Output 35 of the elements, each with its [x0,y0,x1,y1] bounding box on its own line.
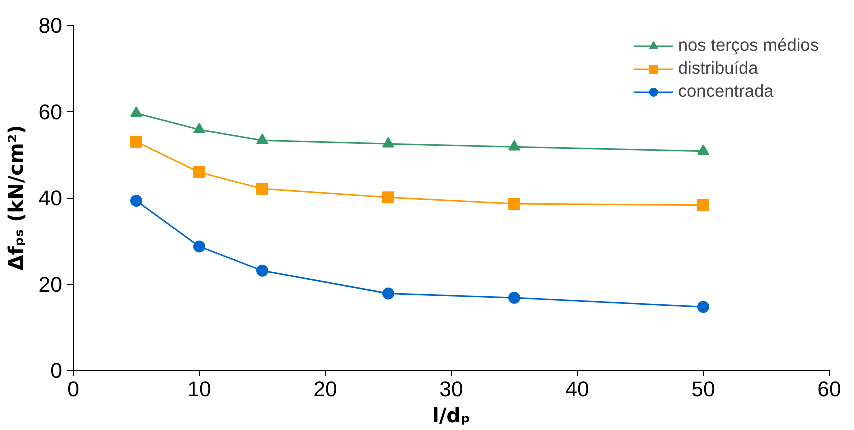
x-tick-label: 60 [818,378,842,402]
x-tick-label: 30 [440,378,464,402]
x-tick-label: 50 [692,378,716,402]
y-tick-label: 20 [38,272,63,297]
x-tick-label: 20 [314,378,338,402]
legend-label: distribuída [678,58,758,79]
point [256,134,268,144]
point [194,166,206,179]
point [194,240,206,253]
point [382,192,394,204]
point [382,288,394,300]
point [382,137,394,148]
point [130,195,142,208]
y-tick-label: 80 [38,14,63,38]
point [130,136,142,148]
x-tick-label: 0 [68,378,80,402]
y-axis-title: Δfₚₛ (kN/cm²) [4,125,28,271]
x-axis-title: l/dₚ [432,404,471,428]
point [508,198,520,210]
x-tick-label: 40 [566,378,590,402]
x-tick-label: 10 [188,378,212,402]
point [508,292,520,304]
point [194,123,206,134]
y-tick-label: 60 [38,100,63,124]
point [256,264,268,277]
legend-label: nos terços médios [678,35,819,56]
point [698,301,710,314]
point [698,199,710,212]
point [508,140,520,151]
point [698,144,710,156]
point [130,106,142,118]
y-tick-label: 40 [38,186,63,210]
point [256,182,268,195]
legend-label: concentrada [678,81,774,102]
y-tick-label: 0 [50,359,63,383]
